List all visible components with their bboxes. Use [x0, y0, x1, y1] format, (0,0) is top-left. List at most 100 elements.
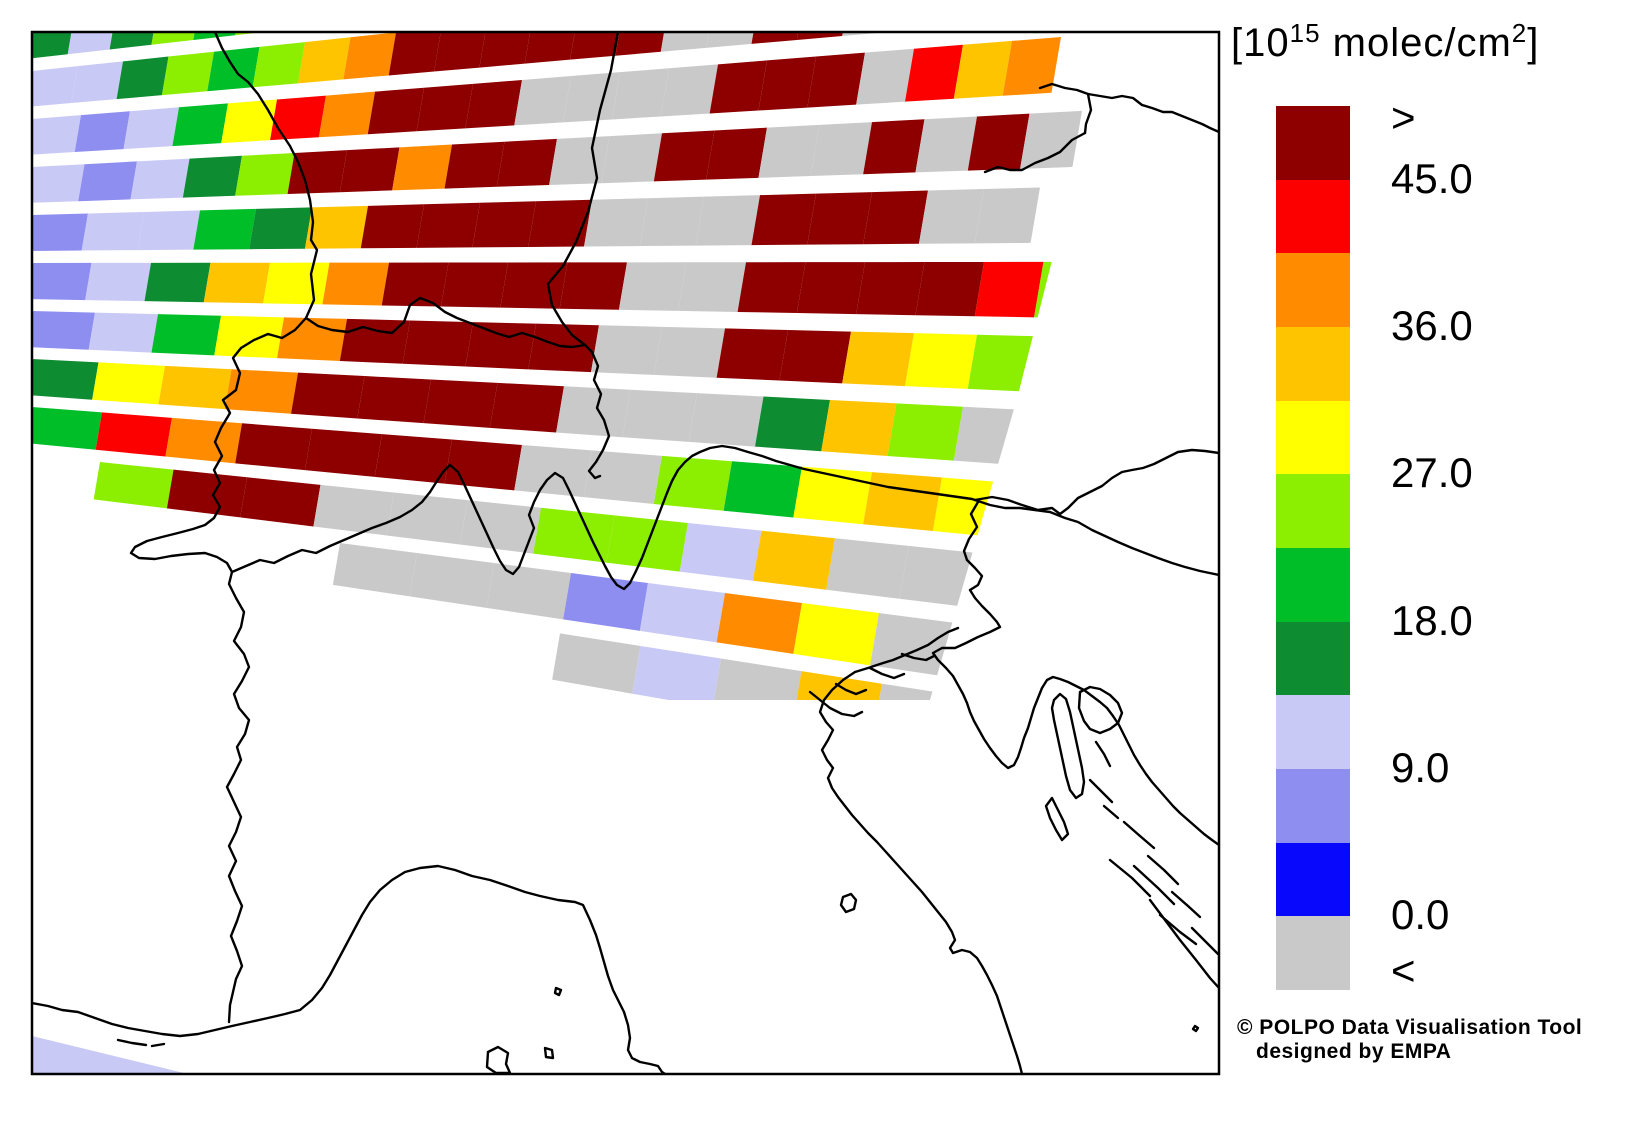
swath-tile: [214, 315, 284, 359]
swath-tile: [716, 593, 802, 654]
swath-tile: [235, 32, 284, 36]
border-line: [983, 131, 1087, 174]
island-dash: [1146, 854, 1180, 886]
swath-tile: [32, 115, 81, 155]
island-outline: [485, 1045, 512, 1074]
island-dash: [116, 1038, 148, 1047]
legend-title-squared: 2: [1511, 18, 1528, 48]
swath-tile: [85, 262, 151, 302]
swath-tile: [235, 423, 312, 471]
swath-tile: [32, 359, 99, 400]
swath-tile: [533, 507, 615, 563]
swath-tile: [92, 362, 165, 405]
swath-tile: [489, 382, 564, 433]
swath-tile: [639, 196, 704, 247]
swath-tile: [409, 553, 494, 608]
coastline: [818, 626, 1024, 1074]
legend-color-block: [1276, 842, 1350, 917]
swath-tile: [158, 365, 232, 410]
swath-tile: [151, 314, 221, 356]
swath-tile: [32, 164, 85, 203]
swath-tile: [1024, 0, 1079, 20]
legend-color-block: [1276, 253, 1350, 327]
coastline: [931, 558, 1219, 847]
swath-tile: [116, 56, 169, 100]
border-line: [1038, 82, 1093, 135]
island-outline: [1050, 692, 1086, 800]
legend-tick-label: <: [1391, 946, 1416, 994]
swath-tile: [386, 492, 468, 545]
swath-row: [32, 187, 1040, 251]
swath-tile: [953, 406, 1030, 466]
swath-tile: [679, 523, 762, 581]
swath-tile: [416, 83, 473, 132]
legend-color-block: [1276, 400, 1350, 475]
satellite-swath: [32, 0, 1103, 700]
legend-color-block: [1276, 106, 1350, 180]
swath-row: [32, 311, 1103, 395]
island-dash: [1094, 740, 1112, 768]
legend-color-block: [1276, 547, 1350, 622]
legend-title-pre: [10: [1231, 21, 1290, 65]
border-line: [583, 343, 611, 480]
island-dash: [1122, 820, 1156, 850]
swath-tile: [319, 0, 368, 26]
swath-tile: [660, 64, 718, 117]
legend-title-post: ]: [1527, 21, 1540, 65]
swath-tile: [706, 127, 767, 180]
swath-tile: [653, 455, 732, 511]
swath-tile: [552, 633, 641, 694]
island-outline: [1077, 685, 1124, 735]
island-dash: [900, 652, 936, 662]
swath-tile: [622, 389, 697, 442]
swath-tile: [758, 124, 820, 178]
credit-line1: © POLPO Data Visualisation Tool: [1237, 1016, 1583, 1039]
swath-tile: [270, 95, 326, 141]
swath-row: [32, 36, 1061, 155]
swath-tile: [172, 103, 228, 147]
island-dash: [1158, 913, 1198, 946]
swath-tile: [904, 44, 963, 102]
swath-tile: [496, 138, 557, 187]
swath-tile: [360, 204, 424, 249]
swath-tile: [974, 187, 1040, 244]
coastlines: [32, 558, 1219, 1074]
swath-tile: [361, 0, 410, 21]
swath-row: [552, 633, 1043, 700]
swath-tile: [109, 32, 158, 50]
swath-tile: [863, 472, 942, 532]
country-borders: [129, 32, 1219, 1024]
swath-tile: [32, 311, 95, 350]
swath-tile: [810, 122, 872, 177]
swath-tile: [392, 144, 452, 191]
island-outline: [839, 892, 858, 914]
swath-tile: [826, 538, 909, 599]
swath-tile: [88, 312, 158, 353]
swath-tile: [193, 32, 242, 41]
swath-tile: [653, 326, 725, 378]
legend-color-block: [1276, 326, 1350, 401]
swath-tile: [32, 66, 78, 107]
swath-tile: [486, 563, 571, 620]
swath-tile: [754, 396, 830, 452]
swath-row: [93, 462, 982, 608]
credit-line2: designed by EMPA: [1256, 1040, 1452, 1063]
swath-tile: [388, 32, 442, 76]
swath-tile: [528, 199, 592, 247]
swath-tile: [796, 262, 865, 315]
swath-tile: [193, 208, 256, 250]
swath-tile: [235, 152, 295, 196]
swath-tile: [402, 320, 473, 367]
swath-tile: [632, 645, 721, 700]
swath-tile: [416, 202, 480, 248]
swath-tile: [339, 147, 400, 193]
swath-tile: [653, 130, 715, 182]
coastline: [32, 864, 667, 1074]
swath-tile: [639, 583, 725, 643]
swath-row: [32, 359, 1096, 471]
swath-tile: [166, 469, 247, 518]
swath-tile: [32, 407, 102, 450]
island-dash: [1088, 778, 1114, 804]
swath-tile: [322, 262, 389, 306]
swath-tile: [95, 412, 172, 457]
